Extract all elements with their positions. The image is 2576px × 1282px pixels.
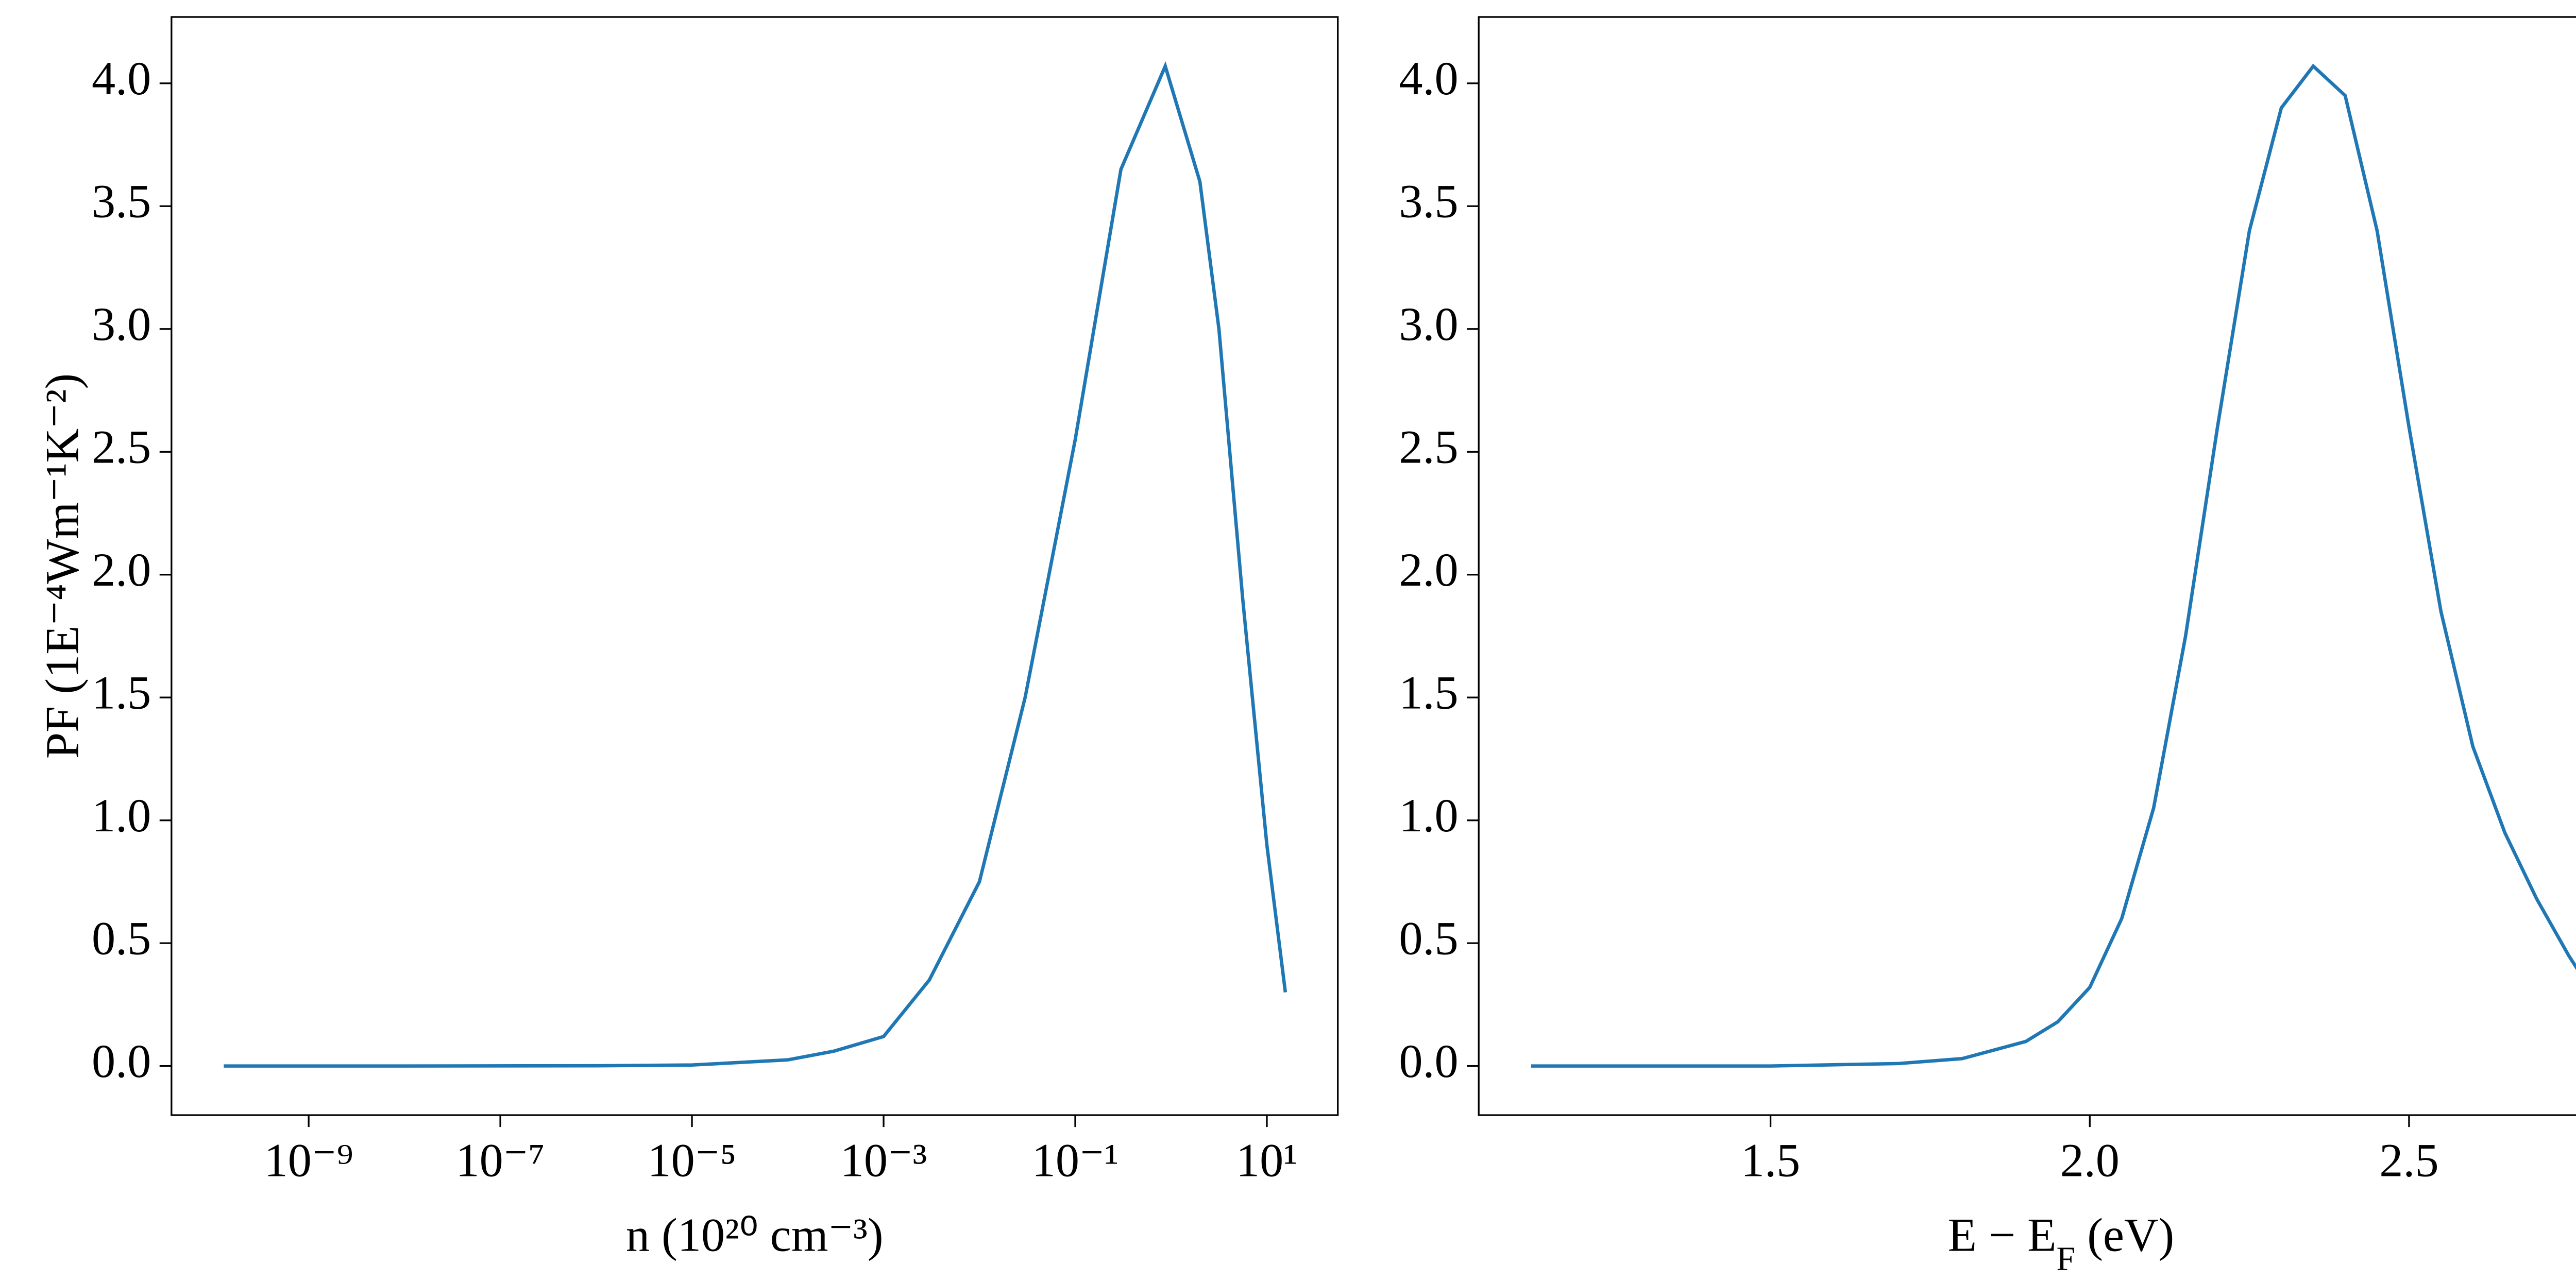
axes-frame <box>171 16 1339 1116</box>
x-axis-label-part: n (10²⁰ cm⁻³) <box>626 1209 884 1261</box>
y-tick-label: 4.0 <box>92 52 151 105</box>
x-tick-label: 10⁻⁷ <box>456 1134 545 1187</box>
x-tick-label: 2.0 <box>2060 1134 2120 1187</box>
x-tick-label: 10⁻⁹ <box>264 1134 353 1187</box>
y-tick-label: 3.5 <box>92 175 151 227</box>
x-tick-label: 2.5 <box>2379 1134 2438 1187</box>
y-tick-label: 1.5 <box>1399 666 1458 719</box>
y-tick-label: 0.0 <box>92 1035 151 1087</box>
x-axis-label: E − EF (eV) <box>1948 1209 2175 1278</box>
x-axis-label-part: F <box>2057 1240 2076 1277</box>
y-tick-label: 0.5 <box>1399 912 1458 964</box>
y-tick-label: 0.5 <box>92 912 151 964</box>
y-tick-label: 3.5 <box>1399 175 1458 227</box>
y-tick-label: 3.0 <box>92 298 151 350</box>
data-line <box>1531 63 2576 1068</box>
y-tick-label: 1.0 <box>1399 789 1458 842</box>
x-axis-label: n (10²⁰ cm⁻³) <box>626 1209 884 1261</box>
y-tick-label: 2.5 <box>92 420 151 473</box>
y-tick-label: 2.0 <box>92 543 151 596</box>
y-tick-label: 3.0 <box>1399 298 1458 350</box>
x-tick-label: 10¹ <box>1236 1134 1298 1187</box>
x-axis-label-part: (eV) <box>2075 1209 2174 1261</box>
y-tick-label: 2.0 <box>1399 543 1458 596</box>
x-tick-label: 10⁻⁵ <box>648 1134 737 1187</box>
x-axis-label-part: E − E <box>1948 1209 2057 1261</box>
x-tick-label: 1.5 <box>1741 1134 1800 1187</box>
data-line <box>224 61 1287 1068</box>
x-tick-label: 10⁻³ <box>840 1134 927 1187</box>
y-tick-label: 1.0 <box>92 789 151 842</box>
y-tick-label: 0.0 <box>1399 1035 1458 1087</box>
x-tick-label: 10⁻¹ <box>1032 1134 1119 1187</box>
y-axis-label: PF (1E⁻⁴Wm⁻¹K⁻²) <box>36 373 89 759</box>
y-tick-label: 4.0 <box>1399 52 1458 105</box>
y-tick-label: 1.5 <box>92 666 151 719</box>
axes-frame <box>1478 16 2576 1116</box>
y-tick-label: 2.5 <box>1399 420 1458 473</box>
